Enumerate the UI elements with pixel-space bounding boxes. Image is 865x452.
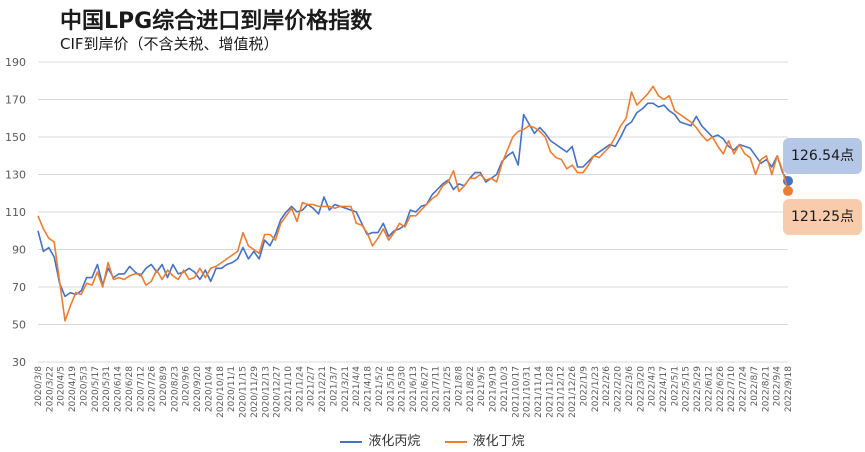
x-tick-label: 2022/7/24 <box>739 366 749 412</box>
chart-title: 中国LPG综合进口到岸价格指数 <box>60 9 373 34</box>
legend-label-propane: 液化丙烷 <box>368 434 421 449</box>
x-tick-label: 2021/9/19 <box>489 366 499 412</box>
series-end-point-butane <box>783 185 793 196</box>
x-tick-label: 2020/10/18 <box>216 366 226 418</box>
x-tick-label: 2021/4/18 <box>364 366 374 412</box>
x-tick-label: 2021/5/2 <box>375 366 385 406</box>
x-tick-label: 2021/4/4 <box>352 366 362 407</box>
x-tick-label: 2020/10/4 <box>204 366 214 412</box>
x-tick-label: 2020/8/23 <box>170 366 180 412</box>
grid-lines <box>38 61 788 363</box>
x-tick-label: 2021/6/27 <box>420 366 430 412</box>
x-tick-label: 2021/7/11 <box>432 366 442 412</box>
x-tick-label: 2021/7/25 <box>443 366 453 412</box>
x-tick-label: 2020/11/1 <box>227 366 237 412</box>
x-tick-label: 2022/2/20 <box>614 366 624 412</box>
x-tick-label: 2021/8/22 <box>466 366 476 412</box>
x-tick-label: 2022/8/7 <box>750 366 760 406</box>
x-tick-label: 2021/11/28 <box>545 366 555 418</box>
x-tick-label: 2021/1/10 <box>284 366 294 412</box>
x-tick-label: 2021/3/7 <box>329 366 339 406</box>
y-tick-label: 50 <box>12 319 26 332</box>
legend-swatch-propane <box>340 440 363 443</box>
legend-swatch-butane <box>444 440 467 443</box>
x-tick-label: 2020/11/29 <box>250 366 260 418</box>
x-axis-tick-labels: 2020/3/8 2020/3/22 2020/4/5 2020/4/19 2020/5… <box>34 366 794 418</box>
x-tick-label: 2022/1/9 <box>579 366 589 407</box>
legend-item-butane[interactable]: 液化丁烷 <box>444 430 525 449</box>
butane-end-label: 121.25点 <box>783 199 862 235</box>
x-tick-label: 2021/12/26 <box>568 366 578 418</box>
x-tick-label: 2020/5/17 <box>91 366 101 412</box>
x-tick-label: 2021/9/5 <box>477 366 487 406</box>
x-tick-label: 2022/9/4 <box>773 366 783 407</box>
x-tick-label: 2020/12/27 <box>273 366 283 418</box>
x-tick-label: 2020/11/15 <box>239 366 249 418</box>
series-line-butane <box>37 85 789 322</box>
x-tick-label: 2021/2/21 <box>318 366 328 412</box>
y-tick-label: 150 <box>5 131 26 144</box>
y-tick-label: 70 <box>12 281 26 294</box>
x-tick-label: 2021/11/14 <box>534 366 544 418</box>
x-tick-label: 2020/4/19 <box>68 366 78 412</box>
x-tick-label: 2022/5/1 <box>670 366 680 406</box>
x-tick-label: 2021/6/13 <box>409 366 419 412</box>
x-tick-label: 2020/9/20 <box>193 366 203 412</box>
x-tick-label: 2022/4/17 <box>659 366 669 412</box>
x-tick-label: 2020/5/31 <box>102 366 112 412</box>
x-tick-label: 2021/1/24 <box>295 366 305 412</box>
x-tick-label: 2021/12/12 <box>557 366 567 418</box>
series-line-propane <box>37 102 789 298</box>
legend-label-butane: 液化丁烷 <box>472 434 525 449</box>
y-tick-label: 30 <box>12 356 26 369</box>
series-lines <box>37 85 793 322</box>
legend-item-propane[interactable]: 液化丙烷 <box>340 430 420 449</box>
x-tick-label: 2022/3/20 <box>636 366 646 412</box>
x-tick-label: 2022/3/6 <box>625 366 635 407</box>
y-tick-label: 190 <box>5 56 26 69</box>
x-tick-label: 2021/10/3 <box>500 366 510 412</box>
x-tick-label: 2020/6/28 <box>125 366 135 412</box>
x-tick-label: 2022/7/10 <box>727 366 737 412</box>
y-tick-label: 90 <box>12 244 26 257</box>
x-tick-label: 2021/10/31 <box>523 366 533 418</box>
x-tick-label: 2020/5/3 <box>79 366 89 406</box>
y-tick-label: 110 <box>5 206 26 219</box>
x-tick-label: 2020/4/5 <box>57 366 67 406</box>
y-tick-label: 170 <box>5 94 26 107</box>
x-tick-label: 2022/4/3 <box>648 366 658 406</box>
x-tick-label: 2021/2/7 <box>307 366 317 406</box>
propane-end-label: 126.54点 <box>783 138 862 174</box>
x-tick-label: 2020/8/9 <box>159 366 169 407</box>
x-tick-label: 2020/7/26 <box>148 366 158 412</box>
x-tick-label: 2021/10/17 <box>511 366 521 418</box>
x-tick-label: 2022/5/15 <box>682 366 692 412</box>
legend: 液化丙烷 液化丁烷 <box>0 430 865 449</box>
chart-subtitle: CIF到岸价（不含关税、增值税） <box>60 35 279 53</box>
x-tick-label: 2022/2/6 <box>602 366 612 407</box>
x-tick-label: 2022/8/21 <box>761 366 771 412</box>
x-tick-label: 2022/9/18 <box>784 366 794 412</box>
x-tick-label: 2020/6/14 <box>114 366 124 412</box>
x-tick-label: 2020/9/6 <box>182 366 192 407</box>
y-axis-tick-labels: 30 50 70 90 110 130 150 170 190 <box>5 56 26 369</box>
x-tick-label: 2022/1/23 <box>591 366 601 412</box>
x-tick-label: 2022/6/12 <box>704 366 714 412</box>
x-tick-label: 2021/8/8 <box>454 366 464 407</box>
x-tick-label: 2022/6/26 <box>716 366 726 412</box>
x-tick-label: 2021/5/30 <box>398 366 408 412</box>
x-tick-label: 2020/12/13 <box>261 366 271 418</box>
x-tick-label: 2021/3/21 <box>341 366 351 412</box>
y-tick-label: 130 <box>5 169 26 182</box>
x-tick-label: 2022/5/29 <box>693 366 703 412</box>
x-tick-label: 2020/7/12 <box>136 366 146 412</box>
x-tick-label: 2020/3/8 <box>34 366 44 407</box>
x-tick-label: 2020/3/22 <box>45 366 55 412</box>
x-tick-label: 2021/5/16 <box>386 366 396 412</box>
